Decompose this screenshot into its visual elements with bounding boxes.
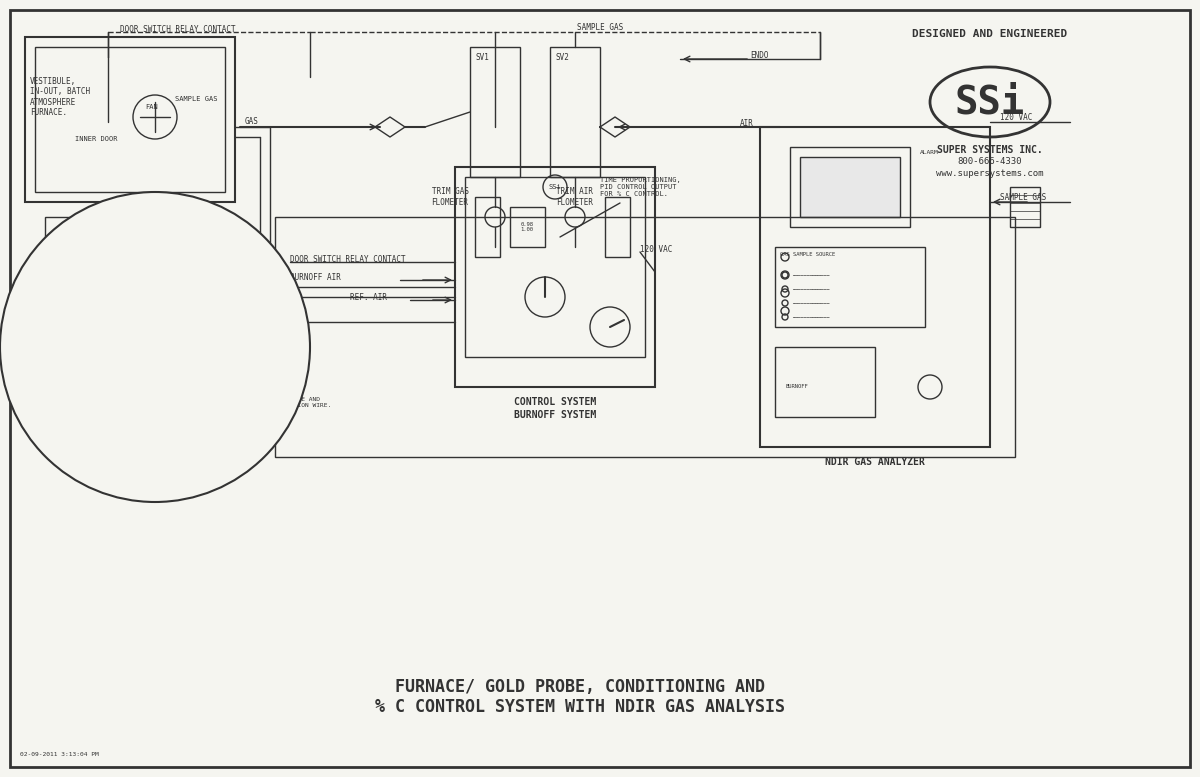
Bar (70, 288, 98, 301)
Bar (470, 47, 520, 177)
Text: TUBING: TUBING (190, 319, 212, 325)
Bar (46, 217, 125, 297)
Bar (55, 358, 84, 371)
Text: TIME PROPORTIONING,
PID CONTROL OUTPUT
FOR % C CONTROL.: TIME PROPORTIONING, PID CONTROL OUTPUT F… (600, 177, 680, 197)
Text: www.supersystems.com: www.supersystems.com (936, 169, 1044, 179)
Text: BURNOFF: BURNOFF (785, 385, 808, 389)
Bar (55, 386, 84, 399)
Bar (760, 127, 990, 447)
Bar (85, 358, 114, 371)
Text: 800-666-4330: 800-666-4330 (958, 158, 1022, 166)
Text: TRIM GAS
FLOMETER: TRIM GAS FLOMETER (432, 187, 468, 207)
Bar (70, 372, 98, 385)
Text: DESIGNED AND ENGINEERED: DESIGNED AND ENGINEERED (912, 29, 1068, 39)
Text: TRIM AIR
FLOMETER: TRIM AIR FLOMETER (557, 187, 594, 207)
Text: SAMPLE GAS: SAMPLE GAS (577, 23, 623, 33)
Bar (800, 157, 900, 217)
Text: ─────────────: ───────────── (792, 301, 829, 305)
Bar (790, 147, 910, 227)
Bar (25, 37, 235, 202)
Text: SV2: SV2 (554, 53, 569, 61)
Text: INNER DOOR: INNER DOOR (74, 136, 118, 142)
Text: FURNACE/ GOLD PROBE, CONDITIONING AND: FURNACE/ GOLD PROBE, CONDITIONING AND (395, 678, 766, 696)
Bar (55, 330, 84, 343)
Bar (85, 414, 114, 427)
Bar (775, 247, 925, 327)
Text: SV1: SV1 (475, 53, 488, 61)
Bar (55, 414, 84, 427)
Text: SENSOR CABLE AND
T/C EXTENSION WIRE.: SENSOR CABLE AND T/C EXTENSION WIRE. (260, 396, 331, 407)
Text: NDIR GAS ANALYZER: NDIR GAS ANALYZER (826, 457, 925, 467)
Text: CONTROL SYSTEM: CONTROL SYSTEM (514, 397, 596, 407)
Text: ALARM: ALARM (920, 149, 938, 155)
Text: ─────────────: ───────────── (792, 315, 829, 319)
Text: SSi: SSi (548, 184, 562, 190)
Text: % C CONTROL SYSTEM WITH NDIR GAS ANALYSIS: % C CONTROL SYSTEM WITH NDIR GAS ANALYSI… (374, 698, 785, 716)
Bar (550, 47, 600, 177)
Bar (85, 330, 114, 343)
Bar (55, 302, 84, 315)
Circle shape (0, 192, 310, 502)
Bar (70, 400, 98, 413)
Text: BURNOFF SYSTEM: BURNOFF SYSTEM (514, 410, 596, 420)
Text: BURNOFF AIR: BURNOFF AIR (290, 273, 341, 281)
Bar (775, 347, 875, 417)
Bar (510, 207, 545, 247)
Bar (605, 197, 630, 257)
Text: WELD: WELD (125, 386, 138, 392)
Bar (466, 177, 646, 357)
Text: ─────────────: ───────────── (792, 273, 829, 277)
Text: 120 VAC: 120 VAC (640, 245, 672, 253)
Bar (70, 344, 98, 357)
Text: COMP. FITTING: COMP. FITTING (125, 363, 167, 368)
Text: DOOR SWITCH RELAY CONTACT: DOOR SWITCH RELAY CONTACT (120, 25, 235, 33)
Text: SUPER SYSTEMS INC.: SUPER SYSTEMS INC. (937, 145, 1043, 155)
Text: SAMPLE GAS: SAMPLE GAS (1000, 193, 1046, 201)
Text: VESTIBULE,
IN-OUT, BATCH
ATMOSPHERE
FURNACE.: VESTIBULE, IN-OUT, BATCH ATMOSPHERE FURN… (30, 77, 90, 117)
Text: GOLD PROBE: GOLD PROBE (185, 340, 222, 344)
Text: GAS SAMPLE SOURCE: GAS SAMPLE SOURCE (780, 253, 835, 257)
Bar (35, 47, 226, 192)
Bar (475, 197, 500, 257)
Bar (70, 316, 98, 329)
Text: INSERTION
2-4" MAX.: INSERTION 2-4" MAX. (20, 361, 49, 372)
Text: HOT FCE
FACE.: HOT FCE FACE. (20, 332, 47, 343)
Text: 0.98
1.00: 0.98 1.00 (521, 221, 534, 232)
Text: SSi: SSi (955, 83, 1025, 121)
Bar (85, 386, 114, 399)
Bar (455, 167, 655, 387)
Text: AIR: AIR (740, 119, 754, 127)
Text: ENLARGED VIEW OF
FURNACE INSTALLATION.: ENLARGED VIEW OF FURNACE INSTALLATION. (71, 211, 160, 224)
Bar (175, 342, 190, 352)
Text: DOOR SWITCH RELAY CONTACT: DOOR SWITCH RELAY CONTACT (290, 255, 406, 263)
Text: 02-09-2011 3:13:04 PM: 02-09-2011 3:13:04 PM (20, 752, 98, 757)
Bar (275, 217, 1015, 457)
Bar (70, 260, 98, 273)
Text: ─────────────: ───────────── (792, 287, 829, 291)
Bar (1010, 187, 1040, 227)
Bar (85, 274, 114, 287)
Bar (55, 274, 84, 287)
Text: ENDO: ENDO (750, 51, 768, 60)
Text: FAN: FAN (145, 104, 157, 110)
Text: COUPLING, 1" NPT: COUPLING, 1" NPT (125, 375, 178, 379)
Bar (85, 302, 114, 315)
Text: QUENCH
TANK: QUENCH TANK (50, 242, 78, 262)
Text: SAMPLE GAS: SAMPLE GAS (175, 96, 217, 102)
Text: 120 VAC: 120 VAC (1000, 113, 1032, 121)
Text: REF. AIR: REF. AIR (350, 292, 386, 301)
Text: GAS: GAS (245, 117, 259, 127)
